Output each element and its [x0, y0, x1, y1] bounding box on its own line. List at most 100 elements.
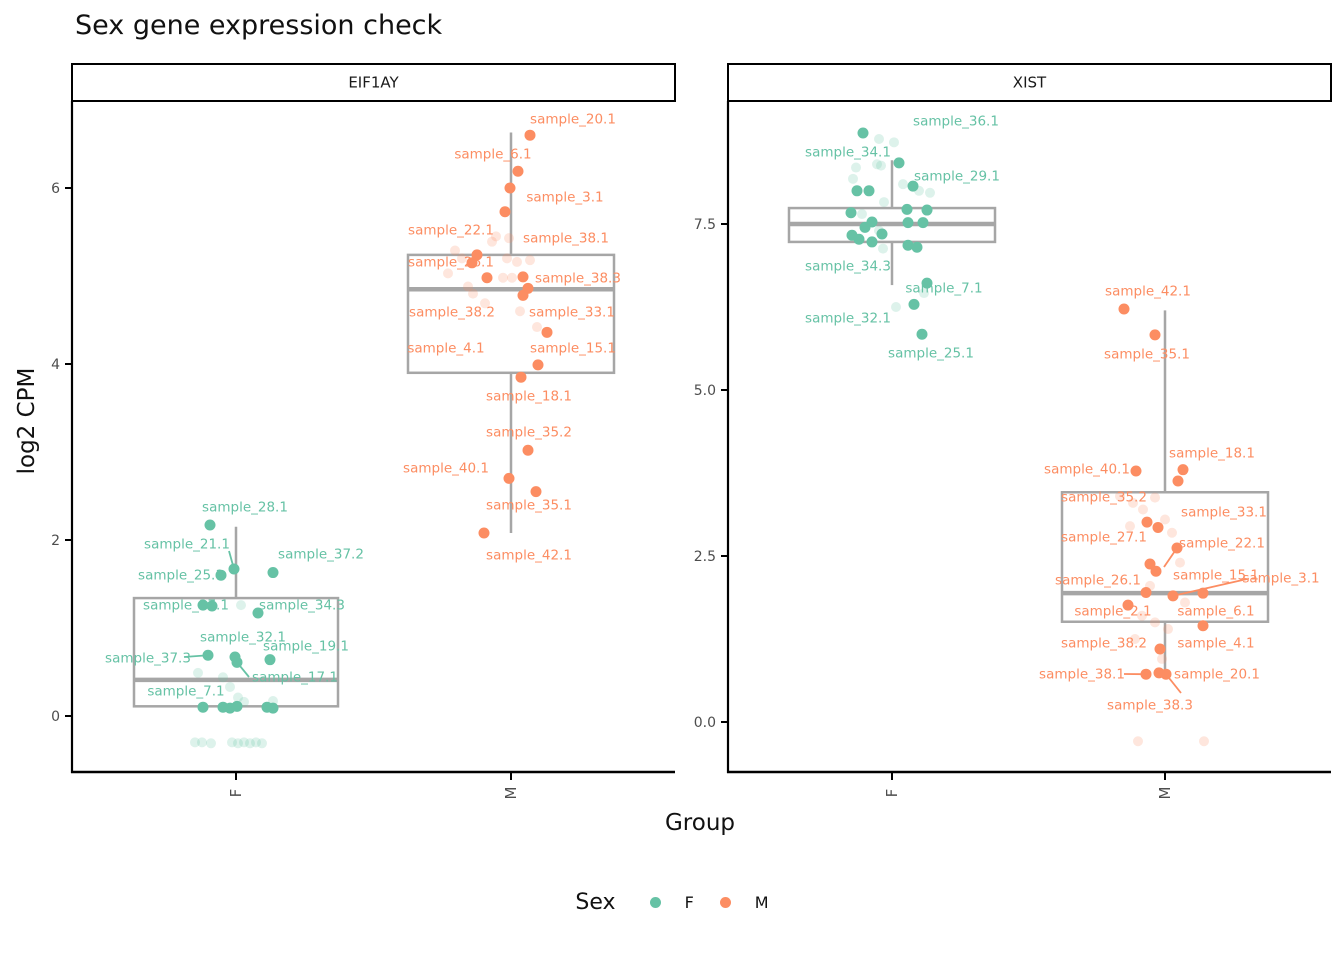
data-point [203, 650, 214, 661]
point-label: sample_18.1 [486, 389, 572, 405]
data-point-faded [876, 161, 886, 171]
y-tick-label: 6 [51, 181, 60, 197]
point-label: sample_40.1 [403, 461, 489, 477]
facet-strip-label: EIF1AY [348, 74, 399, 92]
data-point [467, 257, 478, 268]
data-point [216, 570, 227, 581]
data-point [903, 217, 914, 228]
data-point [542, 327, 553, 338]
data-point [1161, 669, 1172, 680]
data-point [846, 207, 857, 218]
data-point-faded [498, 273, 508, 283]
point-label: sample_20.1 [530, 112, 616, 128]
point-label: sample_38.1 [1039, 667, 1125, 683]
point-label: sample_4.1 [407, 341, 484, 357]
data-point-faded [468, 289, 478, 299]
x-tick-label: F [227, 789, 245, 798]
point-label: sample_3.1 [526, 190, 603, 206]
data-point-faded [532, 322, 542, 332]
point-label: sample_38.1 [523, 231, 609, 247]
data-point-faded [848, 174, 858, 184]
y-tick-label: 2.5 [694, 549, 716, 565]
data-point [877, 228, 888, 239]
data-point [268, 567, 279, 578]
point-label: sample_26.1 [1055, 573, 1141, 589]
legend-title: Sex [575, 890, 615, 915]
data-point [518, 290, 529, 301]
data-point [513, 166, 524, 177]
data-point [518, 271, 529, 282]
data-point [917, 329, 928, 340]
y-tick-label: 7.5 [694, 217, 716, 233]
data-point [1168, 590, 1179, 601]
data-point [867, 236, 878, 247]
data-point [1155, 643, 1166, 654]
point-label: sample_29.1 [914, 169, 1000, 185]
chart-title: Sex gene expression check [75, 10, 442, 41]
data-point [858, 128, 869, 139]
point-label: sample_17.1 [252, 670, 338, 686]
point-label: sample_7.1 [147, 684, 224, 700]
point-label: sample_20.1 [1174, 667, 1260, 683]
point-label: sample_19.1 [263, 639, 349, 655]
data-point [864, 185, 875, 196]
data-point-faded [1175, 558, 1185, 568]
data-point [1178, 464, 1189, 475]
legend-item-f: F [650, 893, 694, 912]
data-point [268, 703, 279, 714]
data-point [908, 181, 919, 192]
data-point-faded [1150, 493, 1160, 503]
point-label: sample_27.1 [1061, 530, 1147, 546]
data-point [918, 217, 929, 228]
point-label: sample_7.1 [905, 281, 982, 297]
y-tick-label: 0.0 [694, 715, 716, 731]
data-point-faded [879, 197, 889, 207]
data-point [265, 654, 276, 665]
point-label: sample_18.1 [1169, 446, 1255, 462]
data-point [1150, 329, 1161, 340]
data-point-faded [504, 233, 514, 243]
point-label: sample_38.3 [535, 271, 621, 287]
point-label: sample_38.2 [1061, 636, 1147, 652]
data-point [1131, 466, 1142, 477]
data-point-faded [898, 179, 908, 189]
data-point [523, 445, 534, 456]
data-point [500, 206, 511, 217]
data-point [482, 272, 493, 283]
data-point-faded [225, 682, 235, 692]
data-point [232, 701, 243, 712]
data-point-faded [874, 134, 884, 144]
legend-label-m: M [755, 893, 769, 912]
point-label: sample_6.1 [454, 147, 531, 163]
point-label: sample_38.2 [409, 305, 495, 321]
point-label: sample_36.1 [913, 114, 999, 130]
data-point [479, 527, 490, 538]
data-point [198, 702, 209, 713]
point-label: sample_3.1 [1242, 571, 1319, 587]
point-label: sample_42.1 [486, 548, 572, 564]
point-label: sample_21.1 [144, 537, 230, 553]
data-point-faded [1163, 624, 1173, 634]
data-point-faded [1157, 654, 1167, 664]
data-point [1142, 517, 1153, 528]
data-point-faded [1199, 736, 1209, 746]
legend: Sex F M [0, 890, 1344, 915]
point-label: sample_40.1 [1044, 462, 1130, 478]
data-point [909, 299, 920, 310]
y-tick-label: 2 [51, 533, 60, 549]
point-label: sample_37.3 [105, 651, 191, 667]
point-label: sample_22.1 [1179, 536, 1265, 552]
point-label: sample_35.2 [1061, 490, 1147, 506]
data-point [505, 183, 516, 194]
data-point [854, 234, 865, 245]
data-point [1198, 588, 1209, 599]
data-point-faded [1160, 514, 1170, 524]
data-point [912, 242, 923, 253]
data-point [902, 204, 913, 215]
data-point-faded [1133, 736, 1143, 746]
data-point-faded [1167, 528, 1177, 538]
point-label: sample_37.2 [278, 547, 364, 563]
data-point [207, 601, 218, 612]
point-label: sample_25.1 [138, 568, 224, 584]
data-point-faded [891, 302, 901, 312]
